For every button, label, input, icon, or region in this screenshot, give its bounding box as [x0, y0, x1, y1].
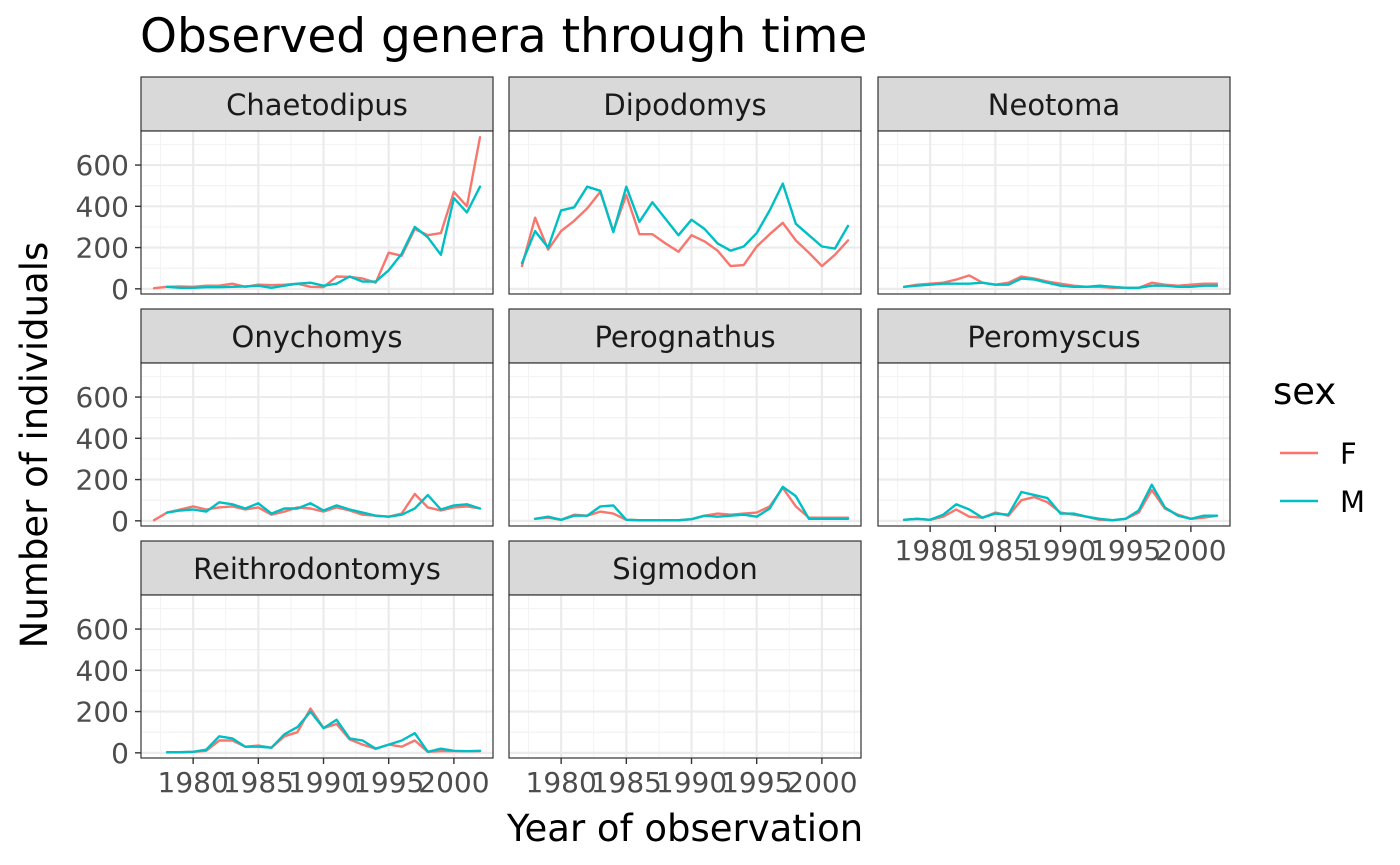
- facet-panels: Chaetodipus 0 200 400 600 Dipodomys Neotoma Ony…: [76, 76, 1231, 799]
- legend-label-f: F: [1340, 437, 1357, 471]
- facet-strip: [140, 76, 494, 132]
- x-tick-label: 2000: [418, 766, 489, 799]
- y-tick-label: 600: [76, 381, 129, 414]
- series-line-m: [165, 710, 482, 754]
- x-tick-label: 1990: [656, 766, 727, 799]
- x-tick-label: 1980: [158, 766, 229, 799]
- x-tick-label: 1985: [223, 766, 294, 799]
- facet-strip-label: Dipodomys: [603, 88, 766, 122]
- facet-strip-label: Peromyscus: [967, 320, 1140, 354]
- y-tick-label: 600: [76, 149, 129, 182]
- facet-perognathus: Perognathus: [508, 308, 862, 527]
- facet-strip-label: Onychomys: [232, 320, 403, 354]
- series-line-f: [520, 190, 850, 268]
- x-tick-label: 1990: [288, 766, 359, 799]
- y-tick-label: 400: [76, 654, 129, 687]
- panel-background: [509, 363, 861, 526]
- panel-background: [878, 363, 1230, 526]
- y-tick-label: 400: [76, 422, 129, 455]
- series-line-m: [165, 493, 482, 518]
- y-tick-label: 0: [111, 273, 129, 306]
- facet-strip: [508, 540, 862, 596]
- facet-strip: [140, 308, 494, 364]
- legend-label-m: M: [1340, 485, 1365, 519]
- y-tick-label: 0: [111, 505, 129, 538]
- x-tick-label: 1980: [526, 766, 597, 799]
- facet-strip-label: Chaetodipus: [226, 88, 408, 122]
- y-tick-label: 200: [76, 696, 129, 729]
- facet-strip: [877, 308, 1231, 364]
- facet-chaetodipus: Chaetodipus 0 200 400 600: [76, 76, 494, 306]
- panel-background: [878, 131, 1230, 294]
- facet-strip: [877, 76, 1231, 132]
- x-axis-title: Year of observation: [506, 807, 863, 850]
- x-tick-label: 1995: [353, 766, 424, 799]
- chart-title: Observed genera through time: [140, 9, 867, 64]
- panel-border: [877, 130, 1231, 295]
- x-tick-label: 1990: [1025, 534, 1096, 567]
- panel-border: [508, 594, 862, 759]
- y-tick-label: 600: [76, 613, 129, 646]
- x-tick-label: 1995: [721, 766, 792, 799]
- facet-strip-label: Sigmodon: [612, 552, 757, 586]
- y-tick-label: 200: [76, 464, 129, 497]
- facet-reithrodontomys: Reithrodontomys 0 200 400 600 198019851990199…: [76, 540, 494, 799]
- panel-border: [508, 130, 862, 295]
- panel-border: [140, 594, 494, 759]
- panel-background: [141, 363, 493, 526]
- facet-dipodomys: Dipodomys: [508, 76, 862, 295]
- x-tick-label: 1985: [960, 534, 1031, 567]
- panel-background: [509, 595, 861, 758]
- series-line-m: [902, 483, 1219, 522]
- y-tick-label: 200: [76, 232, 129, 265]
- legend: sex FM: [1273, 370, 1365, 519]
- x-tick-label: 1985: [591, 766, 662, 799]
- y-tick-label: 0: [111, 737, 129, 770]
- x-tick-label: 2000: [786, 766, 857, 799]
- x-tick-label: 1980: [895, 534, 966, 567]
- panel-border: [877, 362, 1231, 527]
- panel-background: [141, 595, 493, 758]
- facet-neotoma: Neotoma: [877, 76, 1231, 295]
- panel-border: [508, 362, 862, 527]
- facet-strip-label: Neotoma: [988, 88, 1120, 122]
- facet-strip: [508, 308, 862, 364]
- panel-background: [141, 131, 493, 294]
- series-line-m: [533, 485, 850, 522]
- panel-border: [140, 130, 494, 295]
- x-tick-label: 2000: [1155, 534, 1226, 567]
- series-line-m: [902, 277, 1219, 289]
- facet-strip-label: Perognathus: [594, 320, 775, 354]
- y-tick-label: 400: [76, 190, 129, 223]
- series-line-m: [165, 185, 482, 289]
- y-axis-title: Number of individuals: [13, 242, 56, 649]
- facet-strip-label: Reithrodontomys: [193, 552, 441, 586]
- facet-onychomys: Onychomys 0 200 400 600: [76, 308, 494, 538]
- panel-border: [140, 362, 494, 527]
- series-line-m: [520, 182, 850, 265]
- legend-title: sex: [1273, 370, 1336, 413]
- panel-background: [509, 131, 861, 294]
- x-tick-label: 1995: [1090, 534, 1161, 567]
